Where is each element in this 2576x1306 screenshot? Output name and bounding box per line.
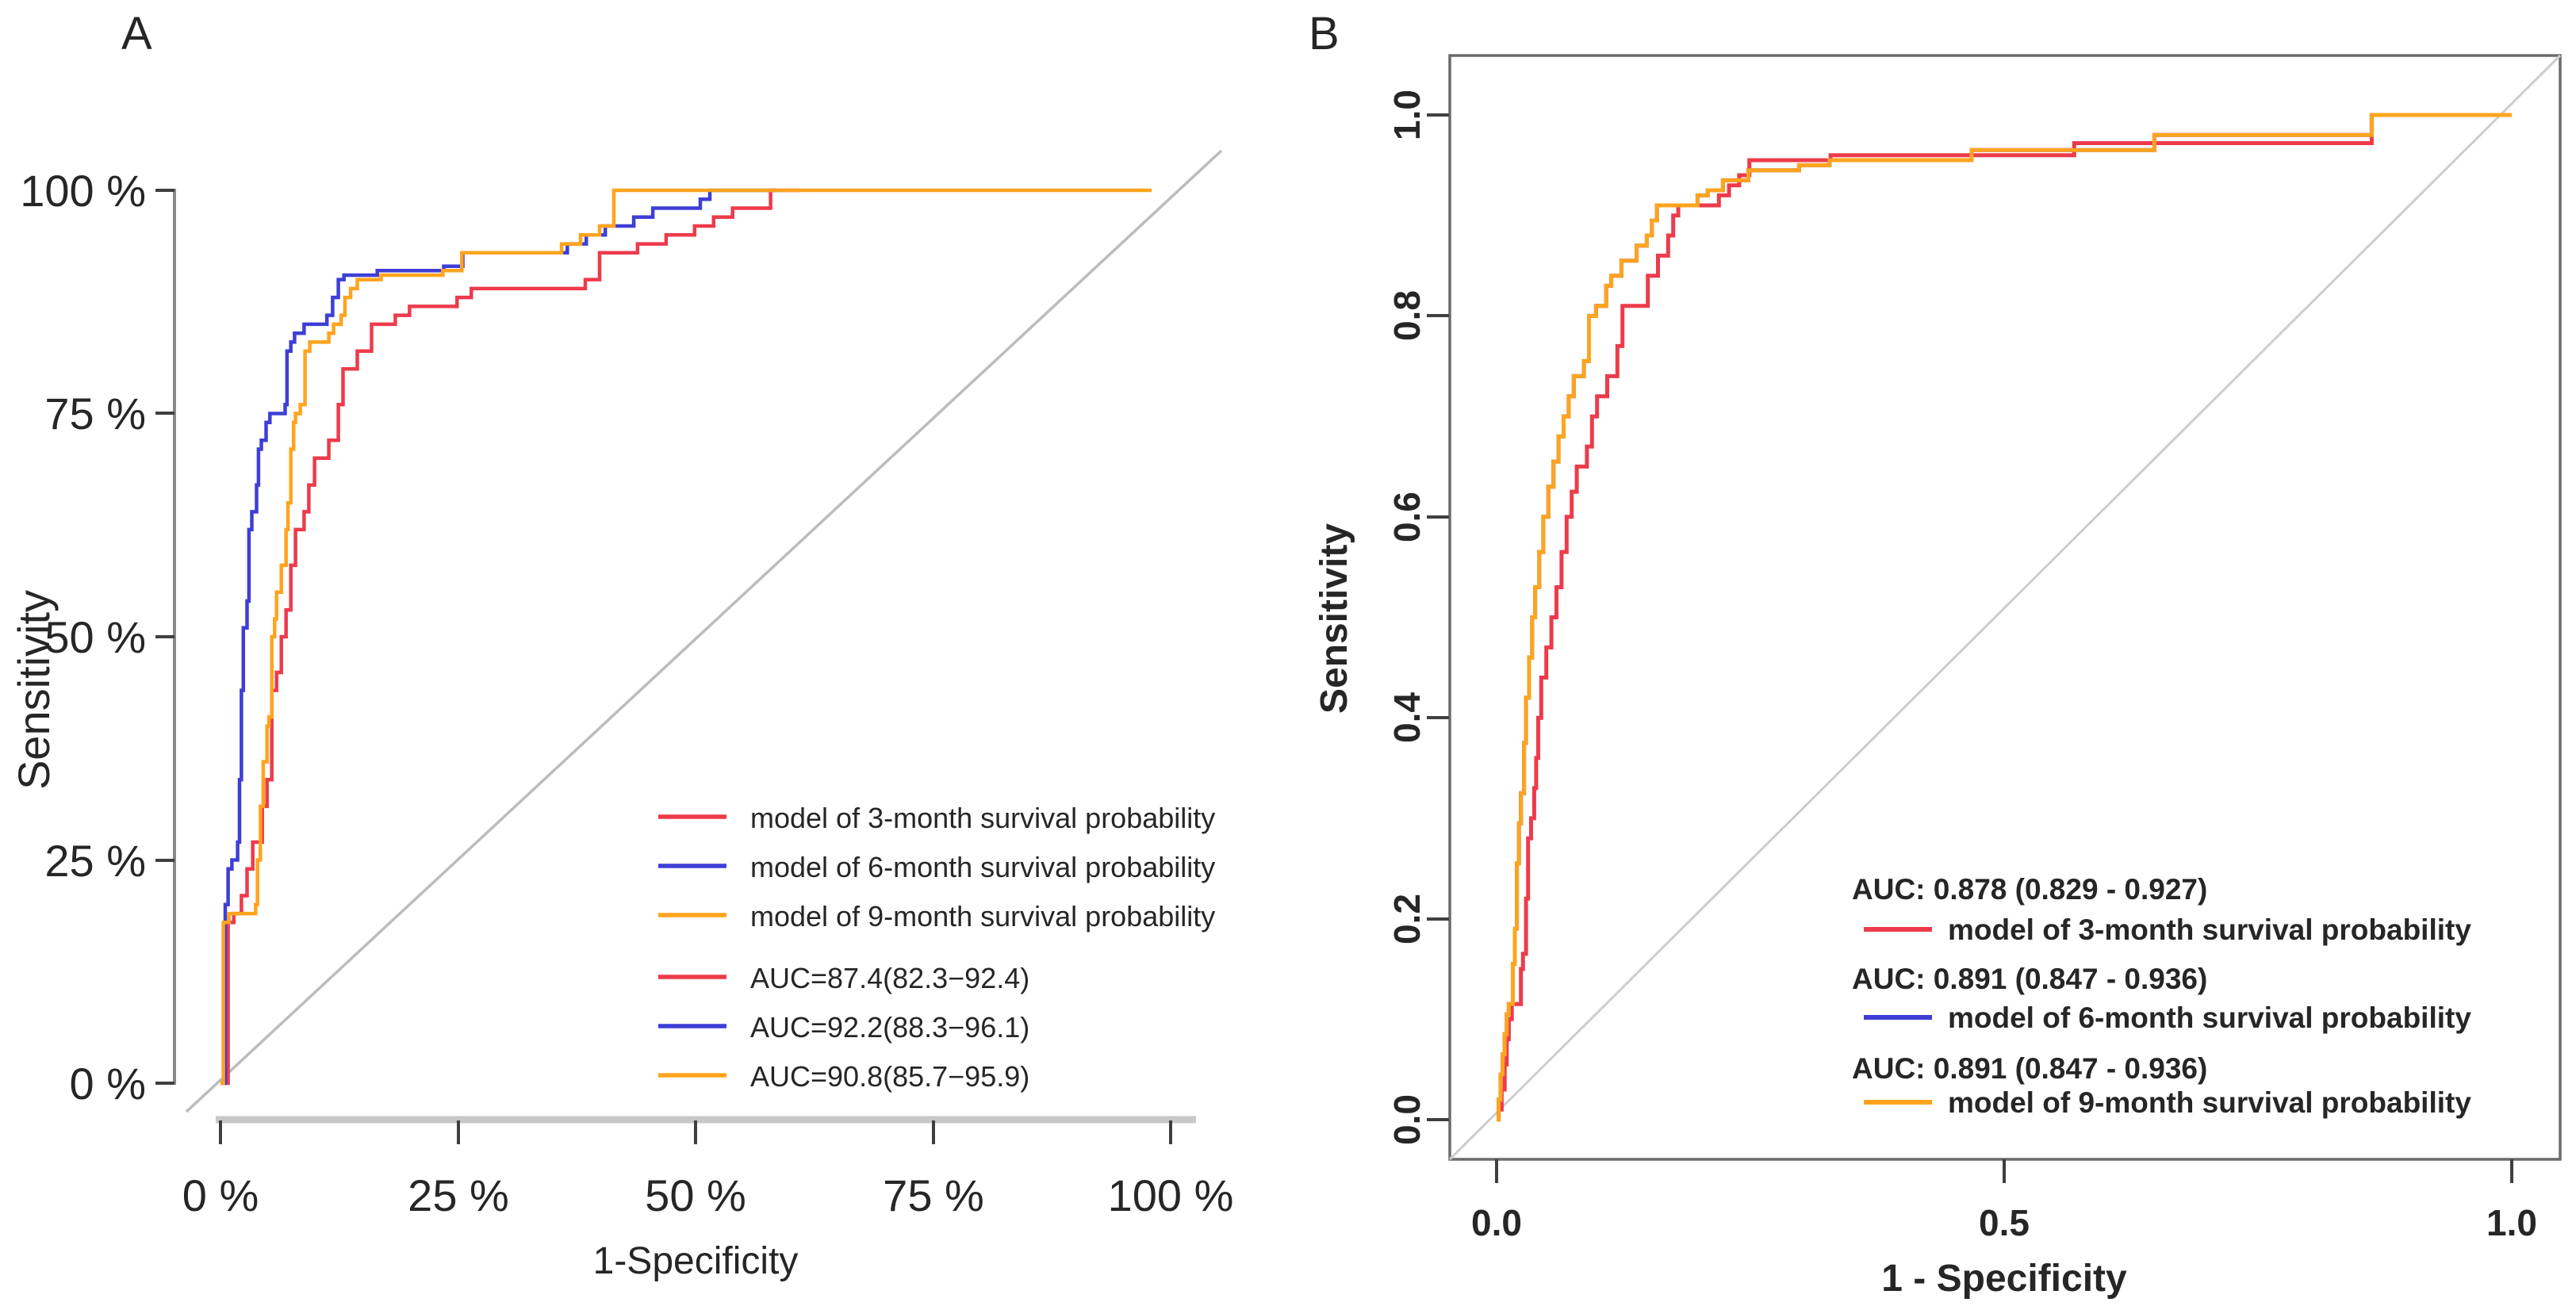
- y-tick-label: 50 %: [44, 612, 146, 662]
- panel-a-x-axis: 0 % 25 % 50 % 75 % 100 % 1-Specificity: [182, 1116, 1234, 1282]
- x-tick-label: 100 %: [1108, 1170, 1234, 1220]
- x-tick-label: 1.0: [2486, 1202, 2537, 1243]
- y-tick-label: 75 %: [44, 389, 146, 439]
- panel-b-curves: [1497, 113, 2512, 1122]
- panel-b-letter: B: [1309, 8, 1340, 59]
- y-tick-label: 25 %: [44, 836, 146, 886]
- roc-curve-a-6-month: [220, 188, 776, 1086]
- panel-a-curves: [220, 188, 1152, 1086]
- legend-auc-3-month: AUC: 0.878 (0.829 - 0.927): [1852, 873, 2207, 906]
- x-tick-label: 75 %: [883, 1170, 984, 1220]
- y-axis-title: Sensitivity: [9, 590, 59, 790]
- y-tick-label: 100 %: [20, 166, 146, 216]
- roc-curve-a-9-month: [220, 188, 1152, 1086]
- y-tick-label: 0.4: [1386, 692, 1428, 743]
- y-tick-label: 0.6: [1386, 492, 1428, 542]
- chance-diagonal-line: [1448, 54, 2562, 1161]
- roc-curve-a-3-month: [220, 188, 800, 1086]
- panel-b-legend: AUC: 0.878 (0.829 - 0.927) model of 3-mo…: [1852, 873, 2471, 1119]
- panel-a-legend: model of 3-month survival probability mo…: [658, 802, 1215, 1093]
- legend-auc-9-month: AUC: 0.891 (0.847 - 0.936): [1852, 1052, 2207, 1085]
- x-tick-label: 0 %: [182, 1170, 259, 1220]
- y-tick-label: 0.8: [1386, 290, 1428, 341]
- x-tick-label: 50 %: [645, 1170, 746, 1220]
- chance-diagonal-line: [185, 149, 1223, 1113]
- legend-auc-6-month: AUC=92.2(88.3−96.1): [750, 1011, 1029, 1044]
- legend-label-3-month: model of 3-month survival probability: [1948, 913, 2471, 946]
- x-tick-label: 0.0: [1471, 1202, 1522, 1243]
- roc-panel-a: A 100 % 75 % 50 % 25 % 0 % Sensitivity 0…: [9, 8, 1234, 1282]
- y-tick-label: 0.2: [1386, 894, 1428, 944]
- y-tick-label: 0.0: [1386, 1094, 1428, 1145]
- legend-label-3-month: model of 3-month survival probability: [750, 802, 1215, 834]
- x-tick-label: 25 %: [408, 1170, 509, 1220]
- legend-auc-6-month: AUC: 0.891 (0.847 - 0.936): [1852, 963, 2207, 995]
- y-tick-label: 0 %: [70, 1059, 147, 1109]
- legend-label-6-month: model of 6-month survival probability: [750, 851, 1215, 883]
- panel-b-y-axis: 1.0 0.8 0.6 0.4 0.2 0.0 Sensitivity: [1313, 90, 1449, 1145]
- panel-b-x-axis: 0.0 0.5 1.0 1 - Specificity: [1471, 1159, 2537, 1300]
- roc-panel-b: B 1.0 0.8 0.6 0.4 0.2 0.0 Sensitivity 0.…: [1309, 8, 2562, 1300]
- legend-auc-9-month: AUC=90.8(85.7−95.9): [750, 1060, 1029, 1093]
- legend-label-9-month: model of 9-month survival probability: [750, 900, 1215, 933]
- roc-curve-b-9-month: [1497, 113, 2512, 1122]
- y-axis-title: Sensitivity: [1313, 523, 1355, 714]
- x-tick-label: 0.5: [1979, 1202, 2030, 1243]
- y-tick-label: 1.0: [1386, 90, 1428, 140]
- panel-a-letter: A: [121, 8, 152, 59]
- legend-label-9-month: model of 9-month survival probability: [1948, 1086, 2471, 1119]
- legend-label-6-month: model of 6-month survival probability: [1948, 1002, 2471, 1034]
- x-axis-title: 1-Specificity: [593, 1240, 799, 1282]
- roc-curve-b-3-month: [1497, 113, 2502, 1122]
- x-axis-title: 1 - Specificity: [1881, 1258, 2127, 1300]
- legend-auc-3-month: AUC=87.4(82.3−92.4): [750, 962, 1029, 994]
- panel-a-y-axis: 100 % 75 % 50 % 25 % 0 % Sensitivity: [9, 166, 176, 1109]
